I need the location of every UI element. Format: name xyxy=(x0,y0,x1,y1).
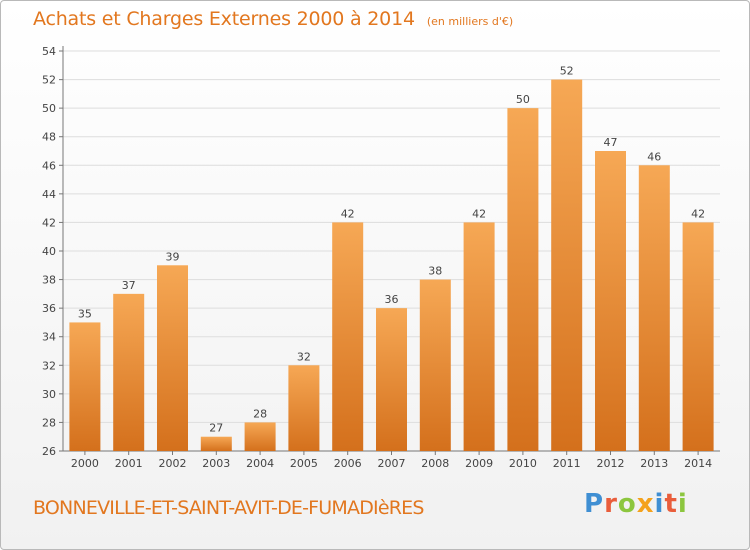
bar-value-label: 47 xyxy=(604,136,618,149)
y-tick-label: 42 xyxy=(42,216,56,229)
x-tick-label: 2001 xyxy=(115,457,143,470)
commune-name: BONNEVILLE-ET-SAINT-AVIT-DE-FUMADIèRES xyxy=(33,497,424,519)
x-tick-label: 2009 xyxy=(465,457,493,470)
bar-value-label: 36 xyxy=(385,293,399,306)
bar xyxy=(507,108,539,452)
bar xyxy=(419,279,451,451)
logo-letter: i xyxy=(677,489,688,519)
bar xyxy=(682,222,714,451)
y-tick-label: 36 xyxy=(42,302,56,315)
x-tick-label: 2006 xyxy=(334,457,362,470)
bar xyxy=(638,165,670,452)
bar xyxy=(463,222,495,451)
chart-title: Achats et Charges Externes 2000 à 2014 (e… xyxy=(33,8,513,30)
bar-value-label: 38 xyxy=(428,265,442,278)
bar-value-label: 37 xyxy=(122,279,136,292)
y-tick-label: 52 xyxy=(42,74,56,87)
x-tick-label: 2002 xyxy=(159,457,187,470)
y-tick-label: 46 xyxy=(42,159,56,172)
bar xyxy=(595,151,626,451)
y-tick-label: 38 xyxy=(42,274,56,287)
y-tick-label: 34 xyxy=(42,331,56,344)
bar-value-label: 50 xyxy=(516,93,530,106)
x-tick-label: 2014 xyxy=(684,457,712,470)
logo-letter: o xyxy=(617,489,637,519)
bar-value-label: 52 xyxy=(560,65,574,78)
logo-letter: P xyxy=(584,489,605,519)
x-tick-label: 2011 xyxy=(553,457,581,470)
proxiti-logo[interactable]: Proxiti xyxy=(584,489,688,519)
x-tick-label: 2010 xyxy=(509,457,537,470)
y-tick-label: 32 xyxy=(42,359,56,372)
x-tick-label: 2000 xyxy=(71,457,99,470)
bar xyxy=(157,265,188,451)
bar-value-label: 27 xyxy=(209,422,223,435)
y-tick-label: 48 xyxy=(42,131,56,144)
bar xyxy=(288,365,320,451)
y-tick-label: 26 xyxy=(42,445,56,458)
bar-value-label: 35 xyxy=(78,307,92,320)
y-tick-label: 28 xyxy=(42,416,56,429)
x-tick-label: 2004 xyxy=(246,457,274,470)
x-tick-label: 2008 xyxy=(421,457,449,470)
logo-letter: t xyxy=(664,489,678,519)
x-tick-label: 2013 xyxy=(640,457,668,470)
bar-value-label: 42 xyxy=(691,207,705,220)
x-tick-label: 2003 xyxy=(202,457,230,470)
bar xyxy=(332,222,364,451)
x-tick-label: 2007 xyxy=(378,457,406,470)
bar xyxy=(244,422,276,451)
logo-letter: i xyxy=(654,489,665,519)
bar xyxy=(200,436,232,451)
bar xyxy=(376,308,407,451)
y-tick-label: 54 xyxy=(42,45,56,58)
bar-value-label: 42 xyxy=(341,207,355,220)
bar-value-label: 46 xyxy=(647,150,661,163)
bar-value-label: 28 xyxy=(253,407,267,420)
unit-label: (en milliers d'€) xyxy=(426,15,514,28)
bar xyxy=(113,293,145,451)
y-tick-label: 50 xyxy=(42,102,56,115)
x-tick-label: 2012 xyxy=(597,457,625,470)
logo-letter: r xyxy=(604,489,618,519)
logo-letter: x xyxy=(636,489,655,519)
bar-value-label: 32 xyxy=(297,350,311,363)
bar xyxy=(69,322,101,451)
y-tick-label: 40 xyxy=(42,245,56,258)
bar-value-label: 39 xyxy=(166,250,180,263)
bar-value-label: 42 xyxy=(472,207,486,220)
title-text: Achats et Charges Externes 2000 à 2014 xyxy=(33,8,415,30)
y-tick-label: 44 xyxy=(42,188,56,201)
y-tick-label: 30 xyxy=(42,388,56,401)
x-tick-label: 2005 xyxy=(290,457,318,470)
bar xyxy=(551,79,583,452)
